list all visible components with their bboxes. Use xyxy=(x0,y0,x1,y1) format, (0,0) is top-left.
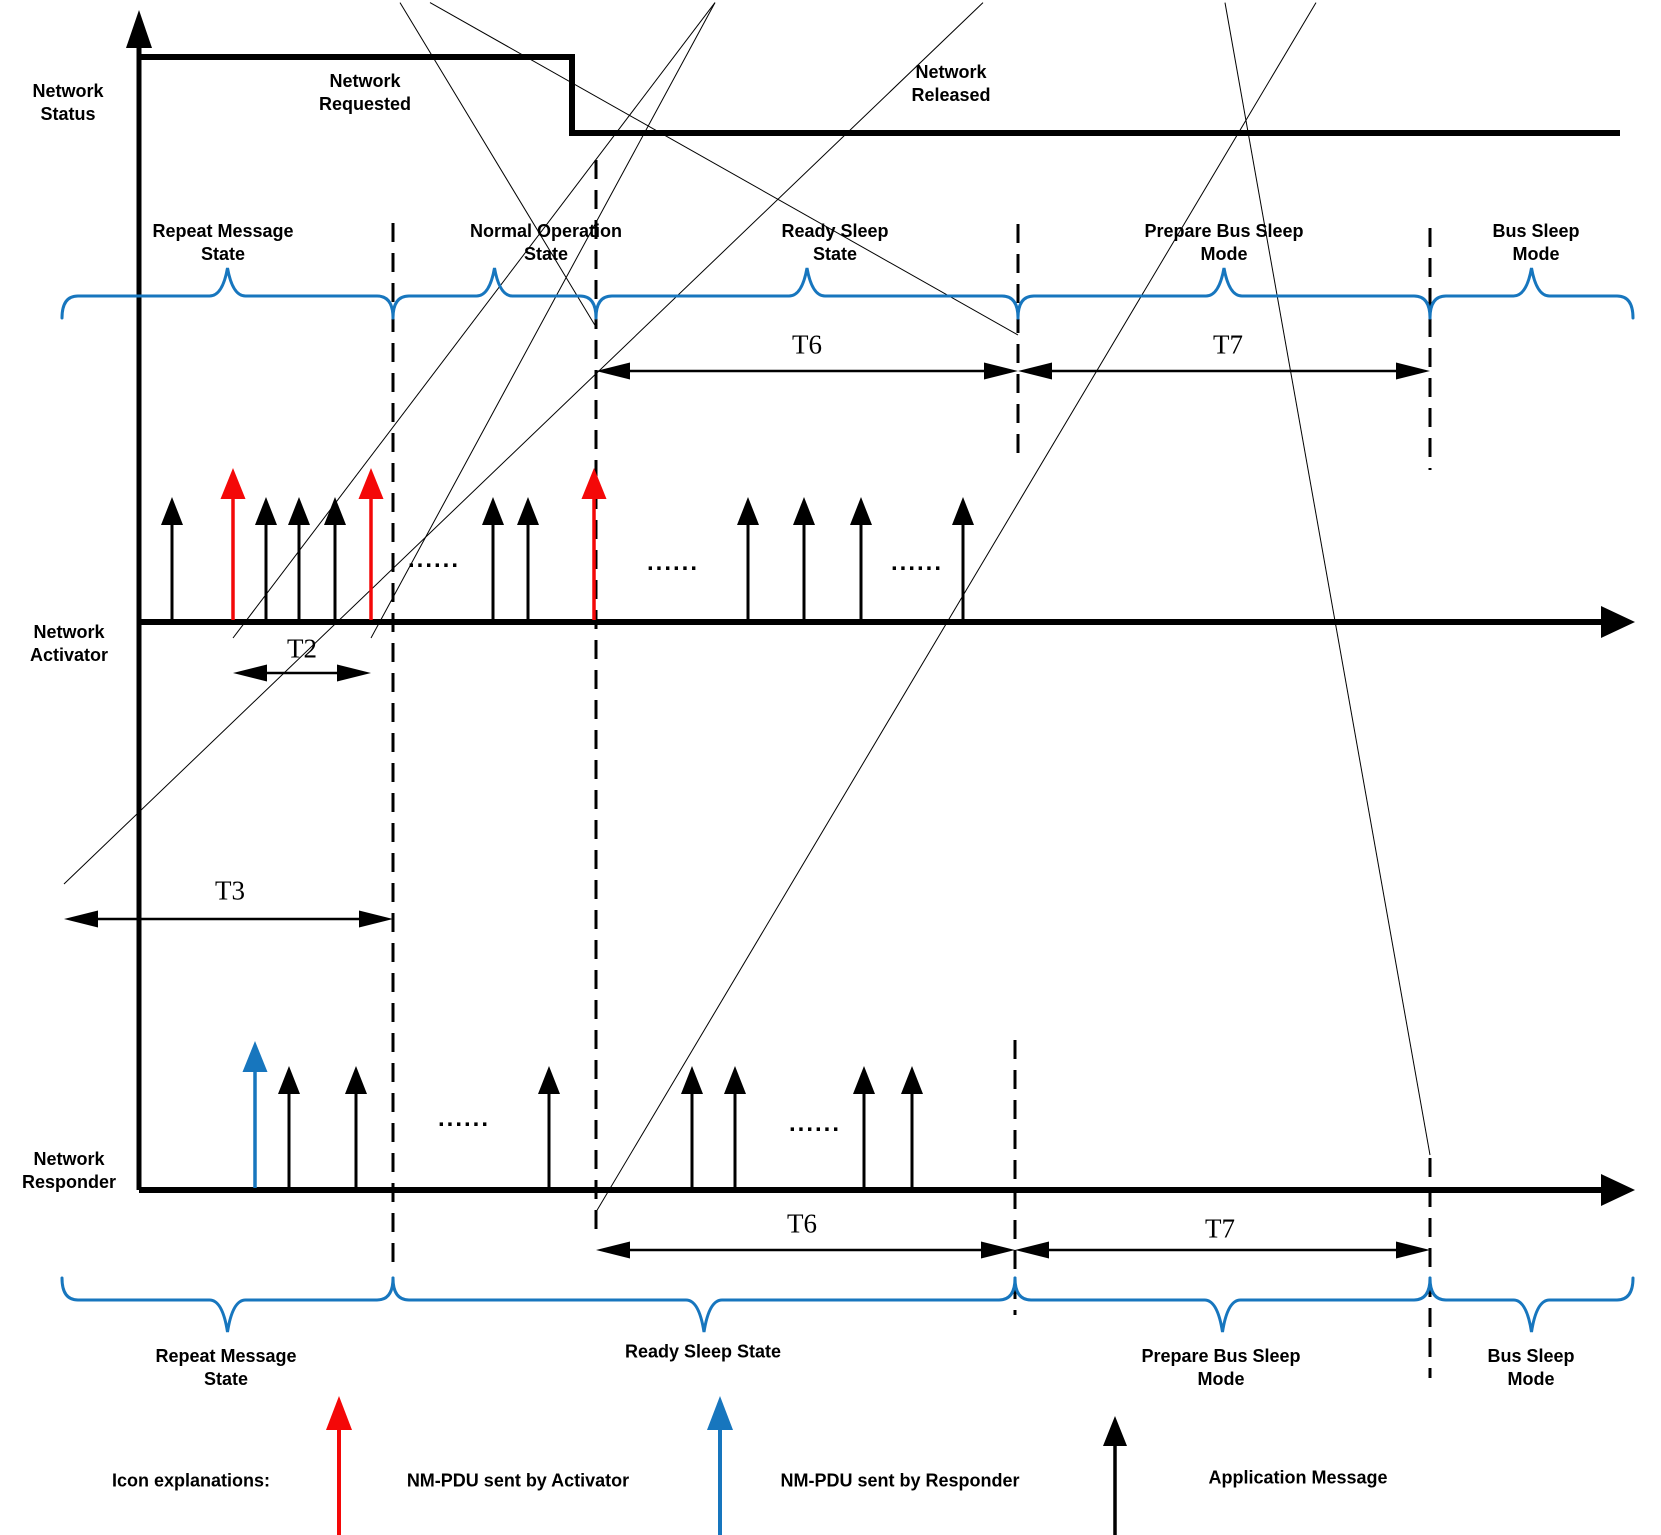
responder-timeline-arrowhead-icon xyxy=(1601,1174,1635,1206)
network-status-axis-label: Network Status xyxy=(32,80,104,124)
state-top-prepare-bus-sleep: Prepare Bus Sleep Mode xyxy=(1144,220,1304,264)
timer-t6-bottom-label: T6 xyxy=(787,1208,817,1239)
t2-span-arrow-right-arrowhead-icon xyxy=(337,664,371,682)
t6-top-span-arrow-left-arrowhead-icon xyxy=(596,362,630,380)
activator-nm-pdu-arrow-head-icon xyxy=(220,468,246,499)
responder-application-message-arrow-head-icon xyxy=(278,1066,300,1094)
activator-application-message-arrow-head-icon xyxy=(517,497,539,525)
activator-application-message-arrow-head-icon xyxy=(324,497,346,525)
legend-red-arrow-head-icon xyxy=(326,1396,352,1430)
state-bottom-bus-sleep: Bus Sleep Mode xyxy=(1487,1345,1575,1389)
activator-ellipsis-1: ...... xyxy=(407,546,461,573)
status-axis-arrowhead-icon xyxy=(126,10,152,48)
t2-span-arrow-left-arrowhead-icon xyxy=(233,664,267,682)
timer-t2-label: T2 xyxy=(287,633,317,664)
responder-application-message-arrow-head-icon xyxy=(681,1066,703,1094)
responder-application-message-arrow-head-icon xyxy=(853,1066,875,1094)
legend-blue-arrow-head-icon xyxy=(707,1396,733,1430)
shape xyxy=(63,2,984,885)
activator-lane-label: Network Activator xyxy=(29,621,109,665)
activator-timeline-arrowhead-icon xyxy=(1601,606,1635,638)
state-top-normal-operation: Normal Operation State xyxy=(469,220,623,264)
responder-application-message-arrow-head-icon xyxy=(538,1066,560,1094)
responder-application-message-arrow-head-icon xyxy=(724,1066,746,1094)
activator-nm-pdu-arrow-head-icon xyxy=(581,468,607,499)
legend-label-nm-pdu-responder: NM-PDU sent by Responder xyxy=(780,1470,1020,1491)
brace-top-bus-sleep xyxy=(1428,267,1635,320)
responder-nm-pdu-arrow-head-icon xyxy=(242,1041,268,1072)
shape xyxy=(370,2,716,639)
activator-nm-pdu-arrow-head-icon xyxy=(358,468,384,499)
state-bottom-repeat-message: Repeat Message State xyxy=(155,1345,297,1389)
t6-bottom-span-arrow-right-arrowhead-icon xyxy=(981,1241,1015,1259)
shape xyxy=(399,2,597,328)
legend-label-nm-pdu-activator: NM-PDU sent by Activator xyxy=(406,1470,630,1491)
activator-ellipsis-2: ...... xyxy=(646,549,700,576)
legend-label-application-message: Application Message xyxy=(1208,1467,1388,1488)
shape xyxy=(429,2,1019,336)
brace-bottom-repeat-message xyxy=(60,1276,395,1333)
brace-bottom-ready-sleep xyxy=(391,1276,1017,1333)
state-top-ready-sleep: Ready Sleep State xyxy=(781,220,889,264)
state-top-repeat-message: Repeat Message State xyxy=(152,220,294,264)
activator-ellipsis-3: ...... xyxy=(890,549,944,576)
shape xyxy=(1224,2,1431,1156)
network-requested-label: Network Requested xyxy=(318,70,412,114)
brace-top-prepare-bus-sleep xyxy=(1016,267,1432,320)
network-status-signal xyxy=(141,54,1620,136)
state-top-bus-sleep: Bus Sleep Mode xyxy=(1492,220,1580,264)
t7-bottom-span-arrow-right-arrowhead-icon xyxy=(1396,1241,1430,1259)
brace-bottom-prepare-bus-sleep xyxy=(1013,1276,1432,1333)
state-bottom-prepare-bus-sleep: Prepare Bus Sleep Mode xyxy=(1141,1345,1301,1389)
brace-top-repeat-message xyxy=(60,267,395,320)
legend-title: Icon explanations: xyxy=(111,1470,271,1491)
activator-application-message-arrow-head-icon xyxy=(850,497,872,525)
t3-span-arrow-right-arrowhead-icon xyxy=(359,910,393,928)
activator-application-message-arrow-head-icon xyxy=(482,497,504,525)
responder-application-message-arrow-head-icon xyxy=(901,1066,923,1094)
legend-black-arrow-head-icon xyxy=(1103,1416,1127,1446)
activator-application-message-arrow-head-icon xyxy=(737,497,759,525)
t6-top-span-arrow-right-arrowhead-icon xyxy=(984,362,1018,380)
state-bottom-ready-sleep: Ready Sleep State xyxy=(624,1341,782,1362)
activator-application-message-arrow-head-icon xyxy=(952,497,974,525)
network-released-label: Network Released xyxy=(911,61,991,105)
activator-application-message-arrow-head-icon xyxy=(161,497,183,525)
activator-application-message-arrow-head-icon xyxy=(255,497,277,525)
t7-top-span-arrow-left-arrowhead-icon xyxy=(1018,362,1052,380)
t6-bottom-span-arrow-left-arrowhead-icon xyxy=(596,1241,630,1259)
t7-bottom-span-arrow-left-arrowhead-icon xyxy=(1015,1241,1049,1259)
responder-application-message-arrow-head-icon xyxy=(345,1066,367,1094)
responder-lane-label: Network Responder xyxy=(21,1148,117,1192)
t3-span-arrow-left-arrowhead-icon xyxy=(64,910,98,928)
timer-t7-bottom-label: T7 xyxy=(1205,1213,1235,1244)
brace-top-normal-operation xyxy=(391,267,598,320)
brace-top-ready-sleep xyxy=(594,267,1020,320)
timer-t3-label: T3 xyxy=(215,875,245,906)
brace-bottom-bus-sleep xyxy=(1428,1276,1635,1333)
activator-application-message-arrow-head-icon xyxy=(793,497,815,525)
shape xyxy=(232,2,716,639)
activator-application-message-arrow-head-icon xyxy=(288,497,310,525)
responder-ellipsis-2: ...... xyxy=(788,1110,842,1137)
timer-t6-top-label: T6 xyxy=(792,329,822,360)
t7-top-span-arrow-right-arrowhead-icon xyxy=(1396,362,1430,380)
shape xyxy=(595,2,1317,1213)
responder-ellipsis-1: ...... xyxy=(437,1105,491,1132)
timer-t7-top-label: T7 xyxy=(1213,329,1243,360)
